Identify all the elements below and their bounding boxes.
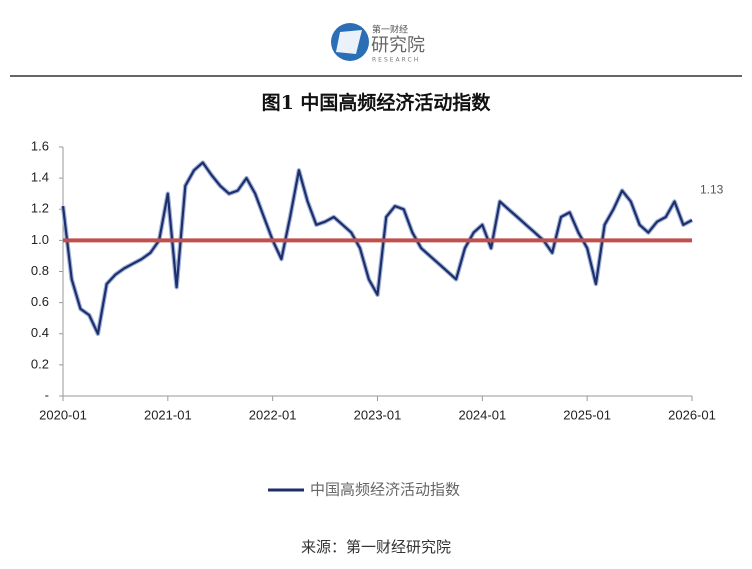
x-tick-label: 2023-01 xyxy=(354,407,402,422)
y-tick-label: 0.2 xyxy=(31,356,49,371)
y-tick-label: 0.4 xyxy=(31,325,49,340)
y-tick-label: 1.4 xyxy=(31,170,49,185)
end-label: 1.13 xyxy=(700,182,724,196)
x-tick-label: 2020-01 xyxy=(39,407,87,422)
logo-sub: RESEARCH xyxy=(372,57,420,64)
y-tick-label: 0.8 xyxy=(31,263,49,278)
y-tick-label: 1.0 xyxy=(31,232,49,247)
y-tick-label: 0.6 xyxy=(31,294,49,309)
x-tick-label: 2022-01 xyxy=(249,407,297,422)
x-tick-label: 2026-01 xyxy=(668,407,716,422)
y-tick-label: 1.2 xyxy=(31,201,49,216)
legend-label: 中国高频经济活动指数 xyxy=(310,481,460,499)
source: 来源：第一财经研究院 xyxy=(301,538,451,556)
chart-title: 图1 中国高频经济活动指数 xyxy=(262,91,492,114)
logo-main: 研究院 xyxy=(371,35,425,56)
series-line xyxy=(61,161,693,335)
x-tick-label: 2024-01 xyxy=(458,407,506,422)
logo-top: 第一财经 xyxy=(372,24,408,36)
y-tick-label: - xyxy=(45,387,49,402)
x-tick-label: 2021-01 xyxy=(144,407,192,422)
logo: 第一财经 研究院 RESEARCH xyxy=(331,23,425,64)
line-highlight xyxy=(60,160,694,337)
x-tick-label: 2025-01 xyxy=(563,407,611,422)
logo-shape xyxy=(336,30,362,54)
y-tick-label: 1.6 xyxy=(31,138,49,153)
